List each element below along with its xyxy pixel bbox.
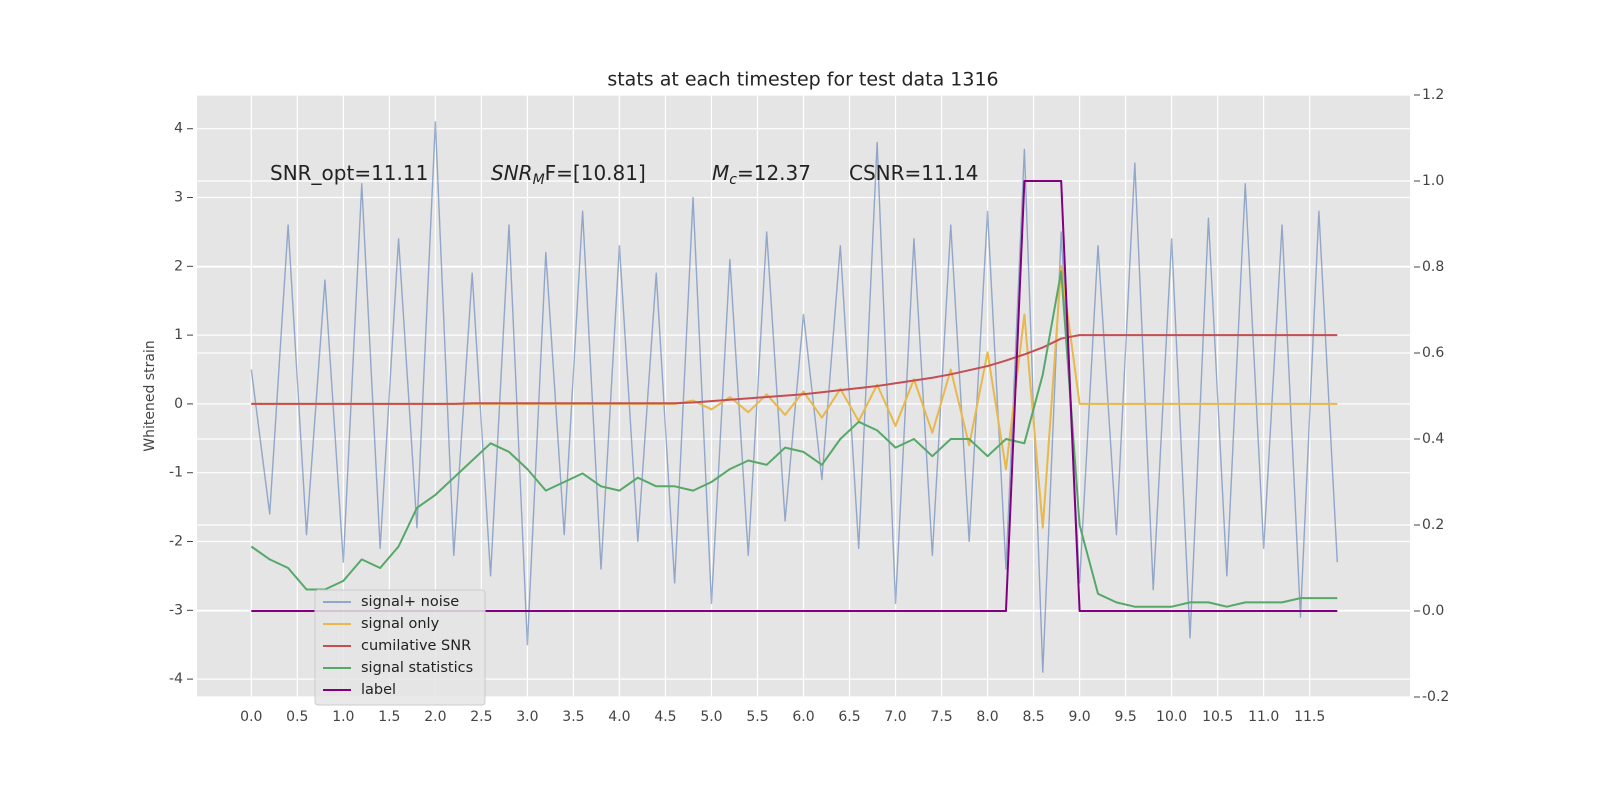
x-tick-label: 0.5 [286,709,308,725]
legend-label: label [361,682,396,698]
x-tick-label: 8.5 [1022,709,1044,725]
y2-tick-label: 0.8 [1422,259,1444,275]
x-tick-label: 10.5 [1202,709,1233,725]
annotation-sub: c [729,172,737,188]
y2-tick-label: 1.2 [1422,87,1444,103]
x-tick-label: 2.0 [424,709,446,725]
x-tick-label: 2.5 [470,709,492,725]
x-tick-label: 6.0 [792,709,814,725]
x-tick-label: 11.5 [1294,709,1325,725]
x-tick-label: 4.0 [608,709,630,725]
y-tick-label: -3 [169,602,183,618]
legend-box [314,589,486,706]
y2-tick-label: -0.2 [1422,689,1449,705]
x-tick-label: 3.5 [562,709,584,725]
legend-label: signal+ noise [361,594,459,610]
y-tick-label: 1 [174,327,183,343]
annotation-rest: F=[10.81] [545,161,646,185]
annotation: SNRMF=[10.81] [491,161,646,189]
annotation-main: CSNR=11.14 [849,161,979,185]
y-tick-label: 2 [174,258,183,274]
annotation-main: M [712,161,729,185]
x-tick-label: 9.5 [1114,709,1136,725]
x-tick-label: 6.5 [838,709,860,725]
x-tick-label: 3.0 [516,709,538,725]
annotation-sub: M [533,172,545,188]
y-tick-label: -1 [169,465,183,481]
legend-label: signal statistics [361,660,473,676]
x-tick-label: 1.5 [378,709,400,725]
x-tick-label: 8.0 [976,709,998,725]
x-tick-label: 0.0 [240,709,262,725]
series-line [251,334,1338,405]
x-tick-label: 5.5 [746,709,768,725]
y2-tick-label: 1.0 [1422,173,1444,189]
x-tick-label: 11.0 [1248,709,1279,725]
x-tick-label: 4.5 [654,709,676,725]
chart-title: stats at each timestep for test data 131… [607,69,998,91]
y-tick-label: -2 [169,534,183,550]
annotation-rest: =12.37 [737,161,811,185]
y-axis-label: Whitened strain [142,340,158,451]
annotation-main: SNR_opt=11.11 [270,161,428,185]
x-tick-label: 7.5 [930,709,952,725]
x-tick-label: 9.0 [1068,709,1090,725]
x-tick-label: 5.0 [700,709,722,725]
legend-label: signal only [361,616,440,632]
annotation-main: SNR [491,161,533,185]
annotation: Mc=12.37 [712,161,811,189]
y-tick-label: 4 [174,121,183,137]
series-line [250,121,1338,673]
legend-label: cumilative SNR [361,638,471,654]
annotation: SNR_opt=11.11 [270,161,428,185]
y2-tick-label: 0.4 [1422,431,1444,447]
y-tick-label: 0 [174,396,183,412]
series-line [250,270,1338,608]
y2-tick-label: 0.0 [1422,603,1444,619]
x-tick-label: 1.0 [332,709,354,725]
x-tick-label: 7.0 [884,709,906,725]
x-tick-label: 10.0 [1156,709,1187,725]
y-tick-label: 3 [174,190,183,206]
y-tick-label: -4 [169,671,183,687]
annotation: CSNR=11.14 [849,161,979,185]
y2-tick-label: 0.6 [1422,345,1444,361]
y2-tick-label: 0.2 [1422,517,1444,533]
